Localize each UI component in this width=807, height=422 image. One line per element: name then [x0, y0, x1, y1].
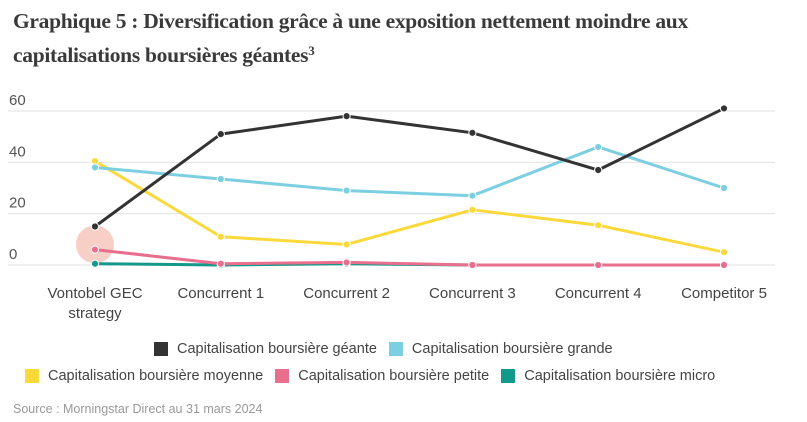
data-point: [90, 163, 100, 172]
data-point: [90, 245, 100, 254]
data-point: [216, 130, 225, 139]
y-tick-label: 40: [9, 143, 26, 160]
data-point: [594, 142, 603, 152]
legend-row-2: Capitalisation boursière moyenne Capitali…: [25, 368, 727, 384]
legend-item: Capitalisation boursière petite: [275, 368, 489, 384]
x-tick-label: Competitor 5: [681, 285, 767, 302]
highlight-circle: [76, 225, 114, 264]
legend-label: Capitalisation boursière moyenne: [48, 368, 264, 384]
legend-swatch-icon: [25, 369, 39, 383]
data-point: [342, 186, 351, 195]
x-tick-label: Concurrent 1: [177, 285, 265, 302]
data-point: [719, 248, 729, 257]
y-tick-label: 0: [9, 246, 17, 263]
data-point: [594, 260, 603, 270]
x-tick-label: Concurrent 4: [554, 285, 642, 302]
legend-label: Capitalisation boursière grande: [411, 341, 613, 357]
legend-label: Capitalisation boursière petite: [298, 368, 490, 384]
series-line: [94, 248, 724, 267]
data-point: [719, 183, 729, 193]
y-tick-label: 60: [9, 92, 26, 109]
legend-swatch-icon: [501, 369, 516, 383]
legend-item: Capitalisation boursière moyenne: [25, 368, 263, 384]
source-note: Source : Morningstar Direct au 31 mars 2…: [13, 402, 263, 416]
data-point: [90, 222, 100, 231]
chart-title-text: Graphique 5 : Diversification grâce à un…: [13, 9, 688, 67]
legend-label: Capitalisation boursière micro: [524, 368, 716, 384]
data-point: [216, 232, 225, 241]
x-tick-label: Concurrent 2: [303, 285, 390, 302]
y-tick-label: 20: [9, 195, 26, 212]
data-point: [342, 258, 351, 267]
series-line: [94, 159, 725, 254]
data-point: [719, 104, 729, 113]
data-point: [216, 259, 225, 268]
chart-title: Graphique 5 : Diversification grâce à un…: [13, 4, 803, 72]
data-point: [216, 174, 225, 184]
line-chart: 0 20 40 60: [8, 92, 775, 270]
x-tick-label: Concurrent 3: [429, 285, 516, 302]
footnote-marker: 3: [308, 43, 315, 58]
data-point: [594, 165, 603, 175]
legend-swatch-icon: [275, 369, 290, 383]
data-point: [342, 240, 351, 249]
data-point: [468, 205, 477, 214]
legend-item: Capitalisation boursière grande: [388, 341, 613, 357]
data-point: [342, 112, 351, 121]
x-tick-label: Vontobel GEC strategy: [47, 285, 143, 322]
data-point: [719, 260, 729, 270]
data-point: [468, 260, 477, 270]
series-line: [94, 145, 725, 198]
series-line: [94, 107, 725, 228]
data-point: [468, 191, 477, 200]
legend-item: Capitalisation boursière géante: [154, 341, 377, 357]
data-point: [468, 128, 477, 137]
legend-row-1: Capitalisation boursière géante Capitalis…: [154, 341, 625, 357]
legend-label: Capitalisation boursière géante: [177, 341, 377, 357]
legend-swatch-icon: [388, 342, 403, 356]
legend-swatch-icon: [154, 342, 168, 356]
data-point: [594, 221, 603, 230]
legend-item: Capitalisation boursière micro: [501, 368, 715, 384]
data-point: [90, 259, 100, 268]
